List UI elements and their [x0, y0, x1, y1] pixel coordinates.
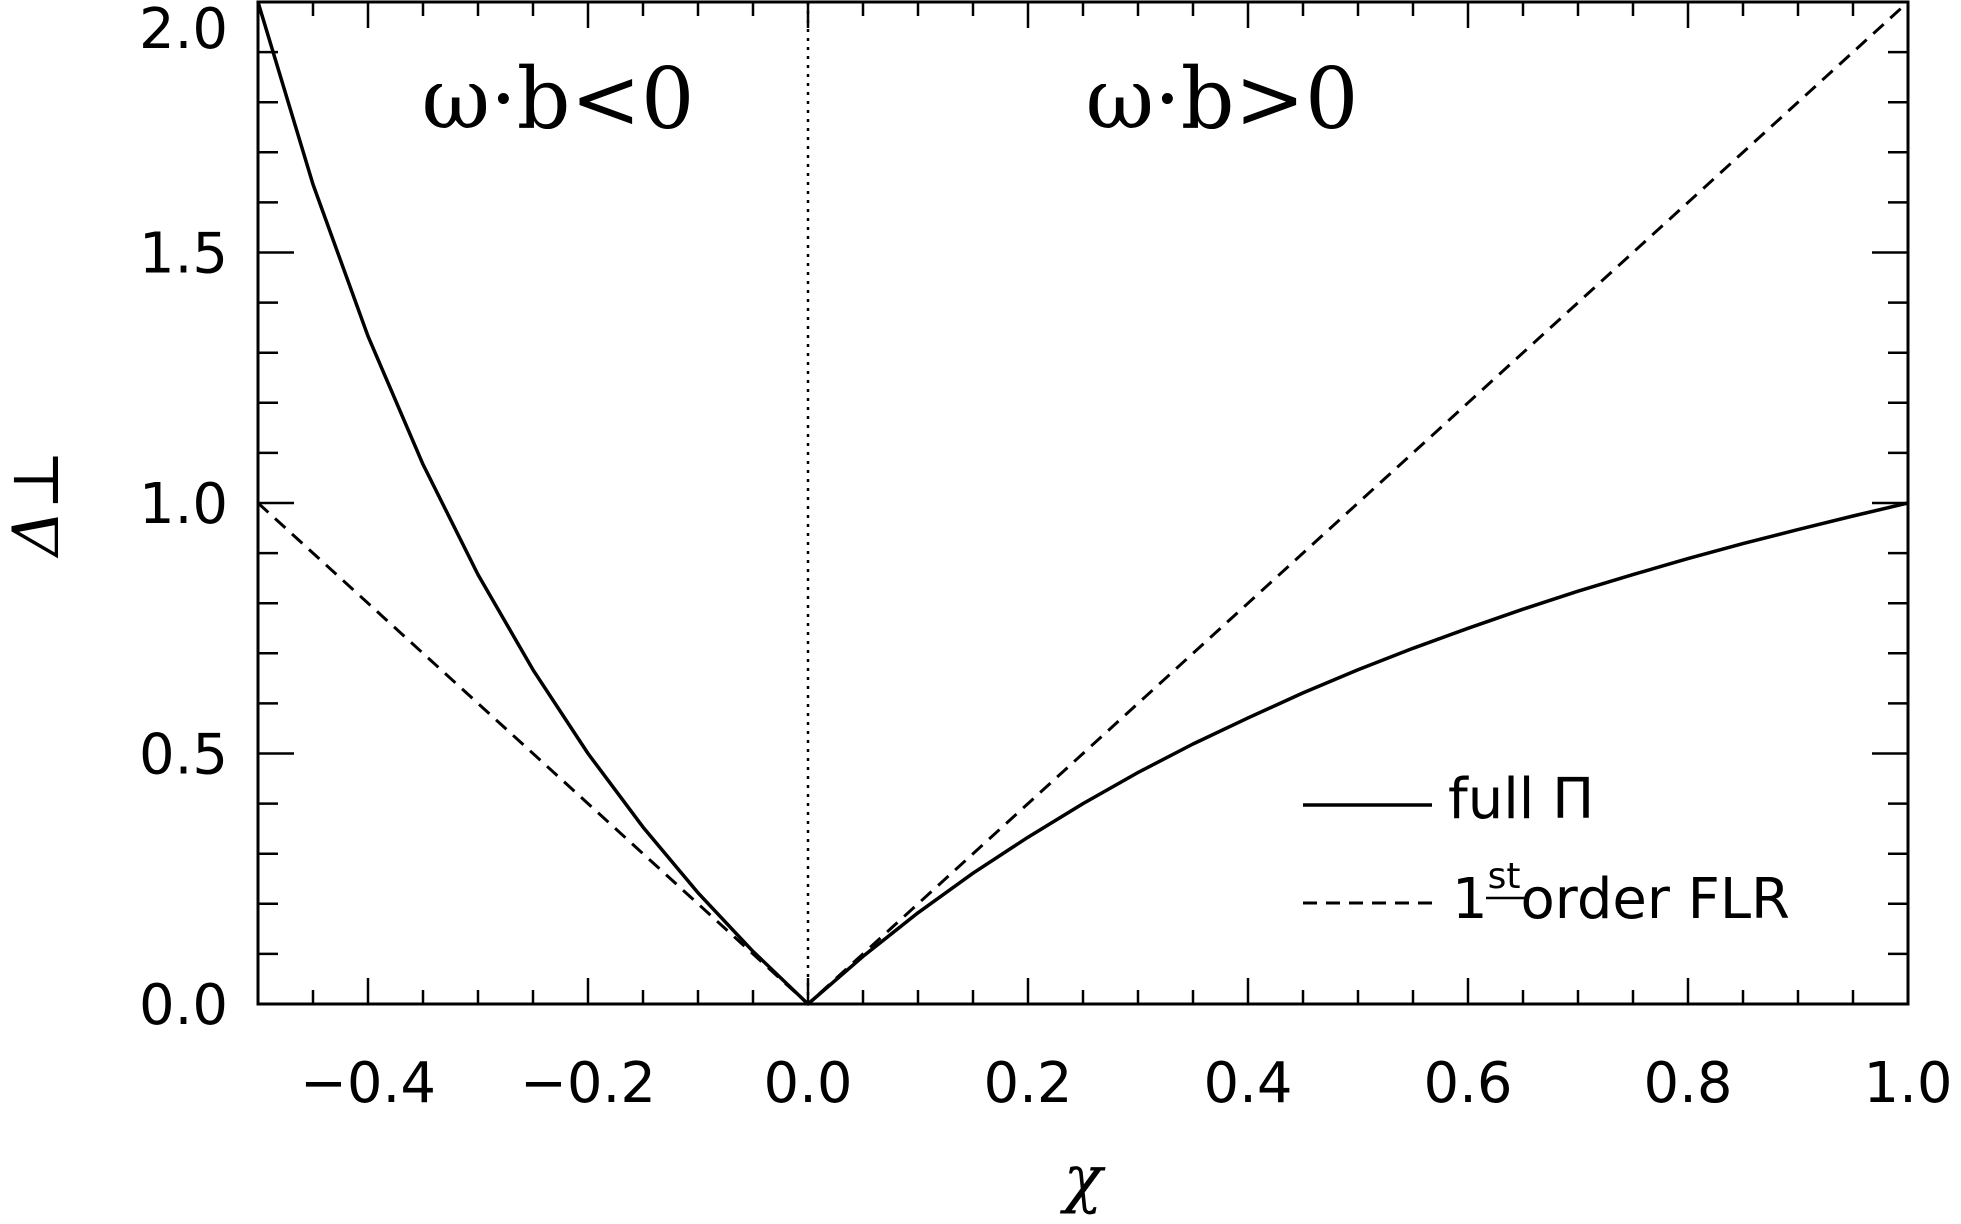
legend: full Π 1storder FLR [1303, 767, 1790, 932]
x-tick-labels: −0.4 −0.2 0.0 0.2 0.4 0.6 0.8 1.0 [300, 1051, 1953, 1116]
x-tick-label: −0.2 [520, 1051, 656, 1116]
legend-flr-label: 1storder FLR [1452, 856, 1790, 932]
x-axis-title: χ [1060, 1142, 1106, 1216]
left-region-label: ω·b<0 [422, 50, 695, 148]
x-tick-label: 0.2 [983, 1051, 1072, 1116]
y-tick-label: 2.0 [139, 0, 228, 62]
x-tick-label: −0.4 [300, 1051, 436, 1116]
legend-full-label: full Π [1448, 767, 1594, 832]
plot-frame [256, 0, 1910, 1006]
y-tick-label: 0.0 [139, 973, 228, 1038]
x-tick-label: 0.4 [1203, 1051, 1292, 1116]
x-tick-label: 0.0 [763, 1051, 852, 1116]
legend-flr-number: 1 [1452, 867, 1488, 932]
y-tick-labels: 0.0 0.5 1.0 1.5 2.0 [139, 0, 228, 1038]
y-tick-label: 0.5 [139, 723, 228, 788]
right-region-label: ω·b>0 [1086, 50, 1359, 148]
y-axis-title: Δ⊥ [0, 450, 74, 559]
ticks-layer [258, 2, 1908, 1004]
legend-flr-superscript: st [1488, 856, 1521, 897]
series-line-full [256, 1, 1909, 1006]
series-layer [256, 0, 1910, 1006]
x-tick-label: 1.0 [1863, 1051, 1952, 1116]
x-tick-label: 0.6 [1423, 1051, 1512, 1116]
series-line-flr [256, 0, 1910, 1006]
y-tick-label: 1.5 [139, 222, 228, 287]
y-tick-label: 1.0 [139, 472, 228, 537]
x-tick-label: 0.8 [1643, 1051, 1732, 1116]
legend-flr-rest: order FLR [1521, 867, 1790, 932]
